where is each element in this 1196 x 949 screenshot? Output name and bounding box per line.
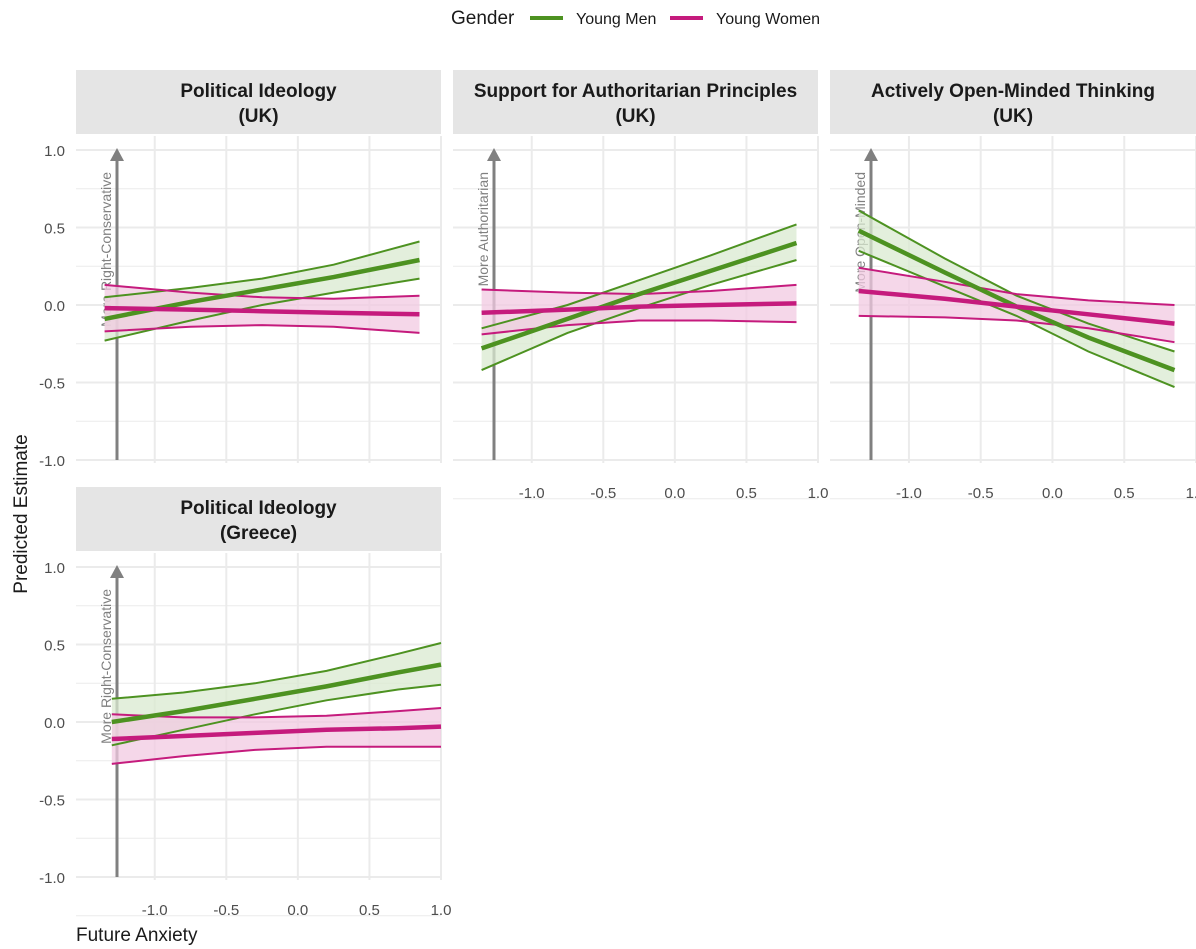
direction-arrow-head: [864, 148, 878, 161]
facet-subtitle: (UK): [615, 106, 655, 127]
ci-lower-young-women: [104, 324, 420, 334]
mean-line-young-women: [111, 724, 442, 742]
ci-upper-young-women: [104, 283, 420, 300]
x-tick-label: -1.0: [519, 485, 545, 502]
facet-strip: [453, 70, 818, 134]
legend-title: Gender: [451, 8, 515, 29]
direction-arrow-label: More Authoritarian: [475, 172, 491, 286]
y-tick-label: 0.0: [44, 715, 65, 732]
y-tick-label: -1.0: [39, 870, 65, 887]
mean-line-young-women: [104, 305, 420, 317]
x-tick-label: 0.5: [359, 902, 380, 919]
facet-title: Support for Authoritarian Principles: [474, 81, 797, 102]
mean-line-young-men: [111, 662, 442, 725]
ci-ribbon-young-women: [104, 284, 420, 333]
y-tick-label: 1.0: [44, 560, 65, 577]
ci-lower-young-women: [858, 314, 1175, 344]
x-tick-label: 0.5: [1114, 485, 1135, 502]
ci-upper-young-women: [858, 266, 1175, 306]
direction-arrow-head: [110, 565, 124, 578]
ci-lower-young-men: [104, 277, 420, 342]
y-tick-label: -1.0: [39, 453, 65, 470]
y-tick-label: -0.5: [39, 376, 65, 393]
x-axis-label: Future Anxiety: [76, 925, 198, 946]
x-tick-label: -0.5: [590, 485, 616, 502]
facet-strip: [830, 70, 1196, 134]
legend-label-young-men: Young Men: [576, 11, 656, 28]
x-tick-label: -1.0: [896, 485, 922, 502]
x-tick-label: 1.0: [808, 485, 829, 502]
ci-upper-young-men: [111, 642, 442, 700]
facet-title: Political Ideology: [180, 81, 337, 102]
direction-arrow-head: [487, 148, 501, 161]
facet-panel-3: Actively Open-Minded Thinking (UK) -1.0 -0.…: [830, 70, 1196, 502]
facet-subtitle: (UK): [993, 106, 1033, 127]
facet-title: Political Ideology: [180, 498, 337, 519]
x-tick-label: 1.0: [1186, 485, 1196, 502]
legend: Gender Young Men Young Women: [451, 8, 820, 29]
ci-lower-young-men: [111, 683, 442, 747]
legend-label-young-women: Young Women: [716, 11, 820, 28]
mean-line-young-men: [480, 240, 798, 351]
facet-title: Actively Open-Minded Thinking: [871, 81, 1155, 102]
x-tick-label: 0.0: [287, 902, 308, 919]
gridlines: [830, 136, 1196, 500]
x-tick-label: 1.0: [431, 902, 452, 919]
y-tick-label: 0.0: [44, 298, 65, 315]
facet-subtitle: (Greece): [220, 523, 297, 544]
direction-arrow-label: More Right-Conservative: [98, 589, 114, 744]
mean-line-young-women: [858, 288, 1175, 326]
facet-panel-4: Political Ideology (Greece) 1.0 0.5 0.0 -0.5 -…: [39, 487, 451, 919]
y-tick-label: 0.5: [44, 221, 65, 238]
x-tick-label: 0.0: [1042, 485, 1063, 502]
x-tick-label: -0.5: [213, 902, 239, 919]
y-tick-label: 1.0: [44, 143, 65, 160]
x-tick-label: 0.0: [664, 485, 685, 502]
x-tick-label: 0.5: [736, 485, 757, 502]
ci-ribbon-young-women: [111, 708, 442, 764]
x-tick-label: -1.0: [142, 902, 168, 919]
facet-panel-2: Support for Authoritarian Principles (UK)…: [453, 70, 828, 502]
facet-subtitle: (UK): [238, 106, 278, 127]
y-axis-label: Predicted Estimate: [11, 434, 32, 593]
y-tick-label: -0.5: [39, 793, 65, 810]
ribbons: [111, 643, 442, 764]
direction-arrow-head: [110, 148, 124, 161]
x-tick-label: -0.5: [968, 485, 994, 502]
ribbons: [481, 224, 797, 371]
mean-line-young-women: [481, 301, 797, 316]
ci-lower-young-men: [858, 249, 1175, 389]
panels: Political Ideology (UK) 1.0 0.5 0.0 -0.5 -1.0 M…: [39, 70, 1196, 919]
ci-upper-young-women: [111, 707, 442, 719]
facet-panel-1: Political Ideology(UK)1.00.50.0-0.5-1.0M…: [39, 70, 442, 500]
ci-lower-young-women: [111, 745, 441, 765]
y-tick-label: 0.5: [44, 638, 65, 655]
facet-strip: [76, 487, 441, 551]
facet-strip: [76, 70, 441, 134]
